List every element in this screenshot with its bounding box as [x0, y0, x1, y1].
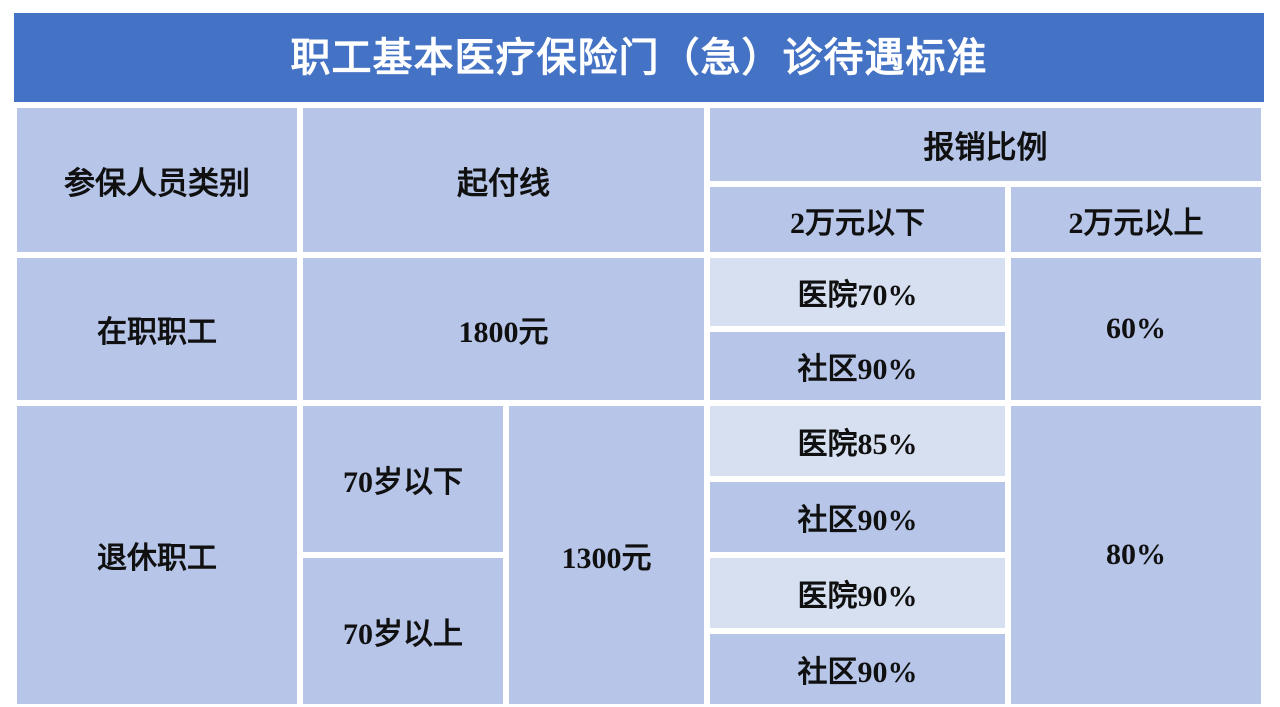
table-title-banner: 职工基本医疗保险门（急）诊待遇标准 — [14, 13, 1264, 102]
table-row: 退休职工 70岁以下 1300元 医院85% 80% — [14, 403, 1264, 707]
benefit-standards-table: 参保人员类别 起付线 报销比例 2万元以下 2万元以上 在职职工 1800元 医… — [14, 105, 1264, 707]
cell-under20k-retired-hospital-90: 医院90% — [707, 555, 1008, 631]
document-sheet: 职工基本医疗保险门（急）诊待遇标准 参保人员类别 起付线 报销比例 2万元以下 … — [14, 13, 1264, 707]
cell-under20k-active-hospital: 医院70% — [707, 255, 1008, 329]
cell-age-group-over-70: 70岁以上 — [300, 555, 506, 707]
table-row: 社区90% — [14, 479, 1264, 555]
table-header-row-primary: 参保人员类别 起付线 报销比例 — [14, 105, 1264, 255]
header-cell-under-20k: 2万元以下 — [707, 184, 1008, 255]
cell-deductible-active-employee: 1800元 — [300, 255, 707, 403]
header-cell-category: 参保人员类别 — [14, 105, 300, 255]
cell-over20k-active-employee: 60% — [1008, 255, 1264, 403]
page-title: 职工基本医疗保险门（急）诊待遇标准 — [290, 34, 988, 80]
header-cell-deductible: 起付线 — [300, 105, 707, 255]
table-row: 在职职工 1800元 医院70% 60% — [14, 255, 1264, 403]
cell-age-group-under-70: 70岁以下 — [300, 403, 506, 555]
cell-under20k-retired-community-90a: 社区90% — [707, 479, 1008, 555]
cell-under20k-active-community: 社区90% — [707, 329, 1008, 403]
cell-over20k-retired-employee: 80% — [1008, 403, 1264, 707]
cell-under20k-retired-hospital-85: 医院85% — [707, 403, 1008, 479]
header-cell-over-20k: 2万元以上 — [1008, 184, 1264, 255]
cell-category-retired-employee: 退休职工 — [14, 403, 300, 707]
table-row: 社区90% — [14, 329, 1264, 403]
header-cell-reimbursement-ratio: 报销比例 — [707, 105, 1264, 184]
cell-category-active-employee: 在职职工 — [14, 255, 300, 403]
cell-under20k-retired-community-90b: 社区90% — [707, 631, 1008, 707]
cell-deductible-retired-employee: 1300元 — [506, 403, 707, 707]
table-header-row-secondary: 2万元以下 2万元以上 — [14, 184, 1264, 255]
